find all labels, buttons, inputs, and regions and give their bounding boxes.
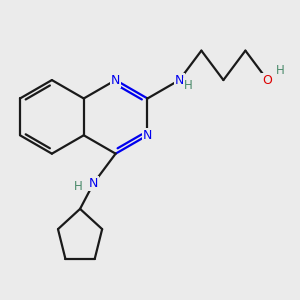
Text: N: N bbox=[175, 74, 184, 87]
Text: H: H bbox=[276, 64, 285, 77]
Text: O: O bbox=[262, 74, 272, 87]
Text: N: N bbox=[89, 177, 98, 190]
Text: N: N bbox=[111, 74, 120, 87]
Text: N: N bbox=[143, 129, 152, 142]
Text: H: H bbox=[184, 79, 193, 92]
Text: H: H bbox=[74, 180, 82, 193]
